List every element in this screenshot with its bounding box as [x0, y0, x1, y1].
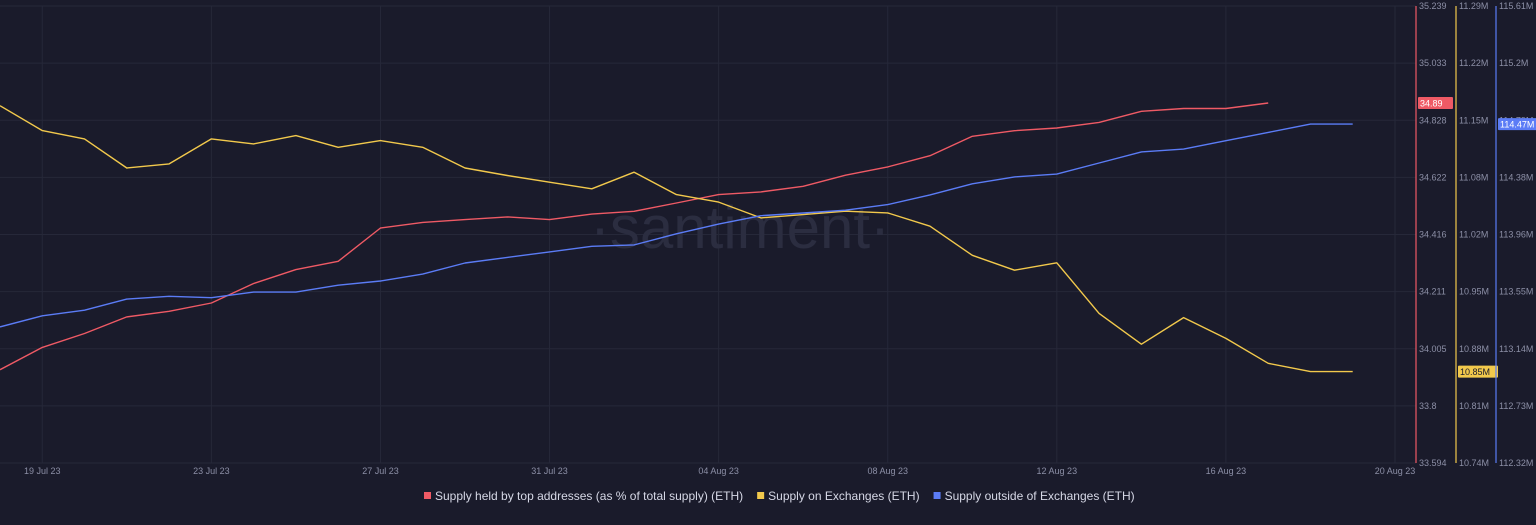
x-tick-label: 20 Aug 23 — [1375, 466, 1416, 476]
legend: Supply held by top addresses (as % of to… — [424, 489, 1135, 503]
legend-label: Supply outside of Exchanges (ETH) — [945, 489, 1135, 503]
y-tick-label: 33.8 — [1419, 401, 1437, 411]
y-tick-label: 34.622 — [1419, 172, 1447, 182]
y-tick-label: 10.95M — [1459, 287, 1489, 297]
x-tick-label: 12 Aug 23 — [1037, 466, 1078, 476]
value-badge — [1418, 96, 1453, 109]
y-tick-label: 11.22M — [1459, 58, 1488, 68]
y-tick-label: 11.29M — [1459, 1, 1488, 11]
y-tick-label: 113.14M — [1499, 344, 1533, 354]
y-tick-label: 114.38M — [1499, 172, 1533, 182]
legend-swatch — [933, 492, 941, 499]
x-tick-label: 08 Aug 23 — [867, 466, 908, 476]
y-tick-label: 112.32M — [1499, 458, 1533, 468]
y-tick-label: 10.81M — [1459, 401, 1489, 411]
series-layer — [0, 102, 1353, 373]
y-tick-label: 113.96M — [1499, 230, 1533, 240]
y-tick-label: 113.55M — [1499, 287, 1533, 297]
y-tick-label: 10.88M — [1459, 344, 1489, 354]
y-tick-label: 34.828 — [1419, 115, 1447, 125]
x-tick-label: 27 Jul 23 — [362, 466, 399, 476]
y-tick-label: 115.61M — [1499, 1, 1533, 11]
x-tick-label: 23 Jul 23 — [193, 466, 230, 476]
y-tick-label: 34.005 — [1419, 344, 1447, 354]
legend-label: Supply on Exchanges (ETH) — [768, 489, 919, 503]
y-tick-label: 34.416 — [1419, 230, 1447, 240]
x-tick-label: 16 Aug 23 — [1206, 466, 1247, 476]
y-tick-label: 112.73M — [1499, 401, 1533, 411]
value-badge-label: 34.89 — [1420, 98, 1443, 108]
axis-layer: 19 Jul 23 23 Jul 23 27 Jul 23 31 Jul 23 04 A… — [24, 1, 1536, 476]
x-tick-label: 31 Jul 23 — [531, 466, 568, 476]
value-badge — [1458, 365, 1498, 378]
value-badge-label: 114.47M — [1500, 120, 1534, 130]
value-badge — [1498, 118, 1536, 131]
y-tick-label: 11.15M — [1459, 115, 1488, 125]
y-tick-label: 11.02M — [1459, 230, 1488, 240]
y-tick-label: 33.594 — [1419, 458, 1447, 468]
y-tick-label: 35.033 — [1419, 58, 1447, 68]
legend-swatch — [424, 492, 431, 499]
x-tick-label: 19 Jul 23 — [24, 466, 61, 476]
watermark: ·santiment· — [590, 194, 890, 261]
y-tick-label: 34.211 — [1419, 287, 1446, 297]
series-line-2 — [0, 123, 1353, 328]
value-badge-label: 10.85M — [1460, 367, 1490, 377]
y-tick-label: 35.239 — [1419, 1, 1447, 11]
legend-swatch — [757, 492, 765, 499]
series-line-1 — [0, 105, 1353, 373]
y-tick-label: 10.74M — [1459, 458, 1489, 468]
y-tick-label: 11.08M — [1459, 172, 1488, 182]
x-tick-label: 04 Aug 23 — [698, 466, 739, 476]
series-line-0 — [0, 102, 1269, 371]
legend-label: Supply held by top addresses (as % of to… — [435, 489, 743, 503]
y-tick-label: 115.2M — [1499, 58, 1528, 68]
